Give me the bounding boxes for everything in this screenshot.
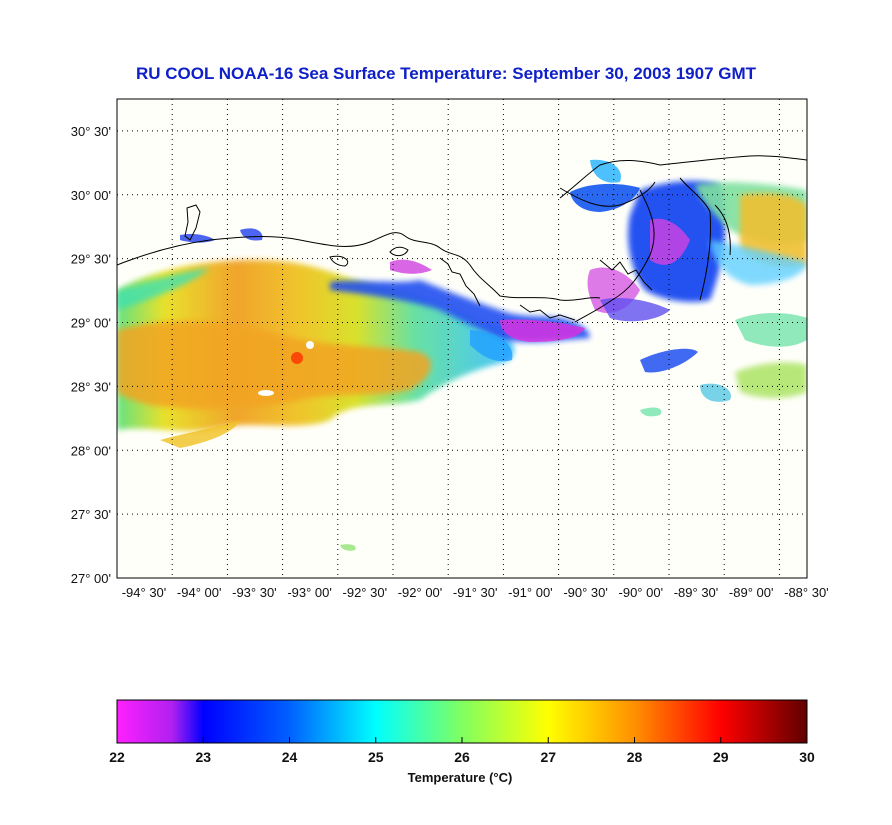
lon-tick-label: -94° 00' — [177, 585, 222, 600]
colorbar-tick-label: 27 — [540, 749, 556, 765]
lon-tick-label: -92° 30' — [343, 585, 388, 600]
lon-tick-label: -90° 30' — [563, 585, 608, 600]
lon-tick-label: -94° 30' — [122, 585, 167, 600]
lat-tick-label: 29° 00' — [71, 316, 111, 331]
lon-tick-label: -91° 30' — [453, 585, 498, 600]
lon-tick-label: -91° 00' — [508, 585, 553, 600]
lon-tick-label: -93° 00' — [287, 585, 332, 600]
latitude-labels: 27° 00' 27° 30' 28° 00' 28° 30' 29° 00' 29° 3… — [71, 124, 111, 586]
lon-tick-label: -90° 00' — [619, 585, 664, 600]
map-title: RU COOL NOAA-16 Sea Surface Temperature:… — [135, 64, 757, 83]
colorbar-tick-label: 24 — [282, 749, 298, 765]
colorbar-tick-label: 26 — [454, 749, 470, 765]
lon-tick-label: -88° 30' — [784, 585, 829, 600]
colorbar: 22 23 24 25 26 27 28 29 30 Temperature (°C) — [109, 699, 815, 785]
lat-tick-label: 28° 30' — [71, 379, 111, 394]
lat-tick-label: 30° 30' — [71, 124, 111, 139]
lon-tick-label: -93° 30' — [232, 585, 277, 600]
lon-tick-label: -89° 00' — [729, 585, 774, 600]
colorbar-tick-label: 22 — [109, 749, 125, 765]
lat-tick-label: 27° 30' — [71, 507, 111, 522]
colorbar-tick-label: 29 — [713, 749, 729, 765]
colorbar-ticks: 22 23 24 25 26 27 28 29 30 — [109, 737, 815, 765]
lat-tick-label: 29° 30' — [71, 252, 111, 267]
lon-tick-label: -89° 30' — [674, 585, 719, 600]
longitude-labels: -94° 30' -94° 00' -93° 30' -93° 00' -92° 30'… — [122, 585, 829, 600]
colorbar-tick-label: 30 — [799, 749, 815, 765]
graticule — [117, 99, 807, 578]
coastline — [117, 155, 807, 323]
sst-imagery — [117, 159, 807, 551]
lon-tick-label: -92° 00' — [398, 585, 443, 600]
lat-tick-label: 30° 00' — [71, 188, 111, 203]
colorbar-tick-label: 23 — [195, 749, 211, 765]
map-frame — [116, 98, 808, 579]
lat-tick-label: 27° 00' — [71, 571, 111, 586]
colorbar-tick-label: 28 — [627, 749, 643, 765]
colorbar-label: Temperature (°C) — [408, 770, 513, 785]
colorbar-tick-label: 25 — [368, 749, 384, 765]
lat-tick-label: 28° 00' — [71, 443, 111, 458]
colorbar-gradient — [116, 699, 808, 744]
